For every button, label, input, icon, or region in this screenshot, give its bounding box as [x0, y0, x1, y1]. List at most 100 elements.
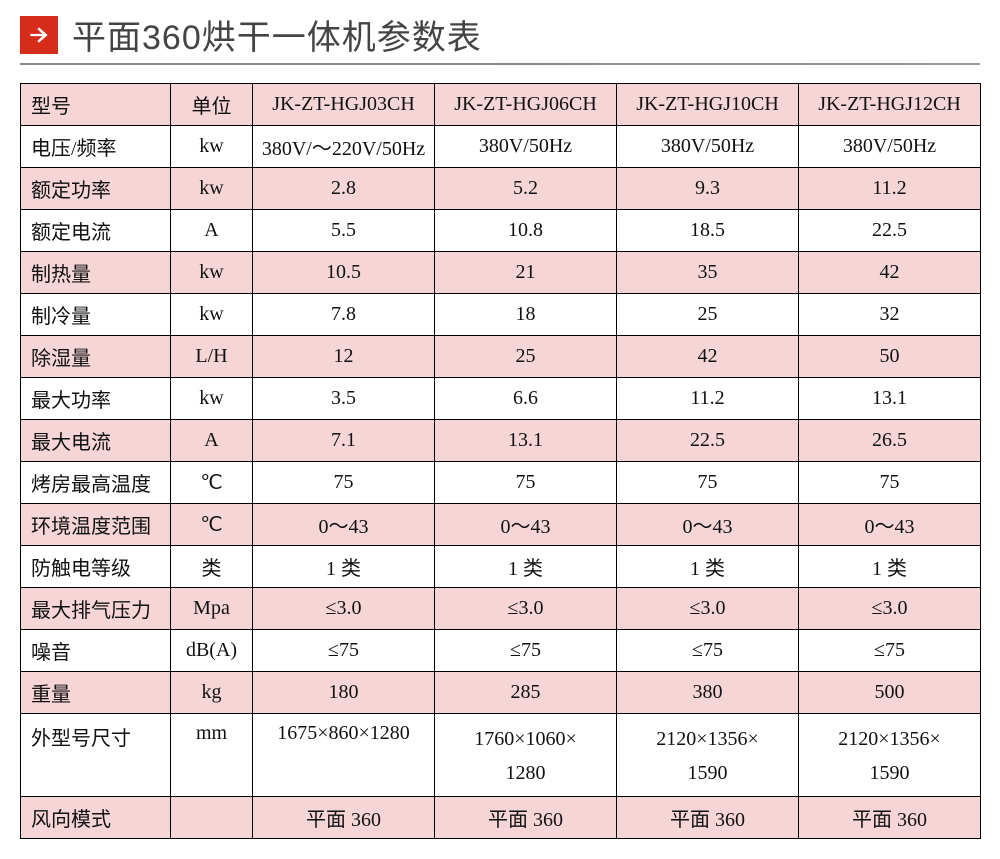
row-value: 5.2 — [435, 168, 617, 210]
row-value: 380V/～220V/50Hz — [253, 126, 435, 168]
row-unit: kw — [171, 378, 253, 420]
row-param-label: 防触电等级 — [21, 546, 171, 588]
row-value: 42 — [799, 252, 981, 294]
table-row: 防触电等级类1 类1 类1 类1 类 — [21, 546, 981, 588]
row-value: 1 类 — [435, 546, 617, 588]
row-param-label: 额定电流 — [21, 210, 171, 252]
row-value: 13.1 — [435, 420, 617, 462]
row-unit: 类 — [171, 546, 253, 588]
row-unit: A — [171, 210, 253, 252]
row-value: 180 — [253, 672, 435, 714]
header-model-3: JK-ZT-HGJ12CH — [799, 84, 981, 126]
row-value: 12 — [253, 336, 435, 378]
row-value: 7.8 — [253, 294, 435, 336]
table-row: 除湿量L/H12254250 — [21, 336, 981, 378]
row-param-label: 最大功率 — [21, 378, 171, 420]
row-param-label: 外型号尺寸 — [21, 714, 171, 797]
row-value: 5.5 — [253, 210, 435, 252]
row-unit: dB(A) — [171, 630, 253, 672]
row-value: ≤75 — [253, 630, 435, 672]
row-value: ≤75 — [799, 630, 981, 672]
row-value: 75 — [435, 462, 617, 504]
row-param-label: 噪音 — [21, 630, 171, 672]
row-value: 26.5 — [799, 420, 981, 462]
row-value: 1675×860×1280 — [253, 714, 435, 797]
row-value: 1760×1060×1280 — [435, 714, 617, 797]
row-param-label: 除湿量 — [21, 336, 171, 378]
row-value: 75 — [617, 462, 799, 504]
row-value: 7.1 — [253, 420, 435, 462]
spec-table: 型号单位JK-ZT-HGJ03CHJK-ZT-HGJ06CHJK-ZT-HGJ1… — [20, 83, 981, 839]
row-param-label: 最大电流 — [21, 420, 171, 462]
row-value: 平面 360 — [435, 797, 617, 839]
row-value: 2.8 — [253, 168, 435, 210]
table-row: 制热量kw10.5213542 — [21, 252, 981, 294]
row-value: 380V/50Hz — [617, 126, 799, 168]
row-value: 380V/50Hz — [799, 126, 981, 168]
row-value: 22.5 — [799, 210, 981, 252]
row-value: 0～43 — [253, 504, 435, 546]
row-value: 10.5 — [253, 252, 435, 294]
row-value: 21 — [435, 252, 617, 294]
row-unit: mm — [171, 714, 253, 797]
row-unit: kg — [171, 672, 253, 714]
row-value: 22.5 — [617, 420, 799, 462]
table-row: 重量kg180285380500 — [21, 672, 981, 714]
table-header-row: 型号单位JK-ZT-HGJ03CHJK-ZT-HGJ06CHJK-ZT-HGJ1… — [21, 84, 981, 126]
row-unit: ℃ — [171, 504, 253, 546]
table-row: 额定功率kw2.85.29.311.2 — [21, 168, 981, 210]
header-param-label: 型号 — [21, 84, 171, 126]
row-value: 3.5 — [253, 378, 435, 420]
row-value: 25 — [435, 336, 617, 378]
row-unit: L/H — [171, 336, 253, 378]
row-value: 2120×1356×1590 — [799, 714, 981, 797]
row-unit: kw — [171, 168, 253, 210]
row-value: 75 — [253, 462, 435, 504]
row-value: 平面 360 — [253, 797, 435, 839]
row-value: ≤3.0 — [253, 588, 435, 630]
page-title: 平面360烘干一体机参数表 — [72, 10, 482, 59]
table-row: 最大功率kw3.56.611.213.1 — [21, 378, 981, 420]
row-param-label: 风向模式 — [21, 797, 171, 839]
header-model-2: JK-ZT-HGJ10CH — [617, 84, 799, 126]
row-value: 1 类 — [799, 546, 981, 588]
row-value: 500 — [799, 672, 981, 714]
arrow-right-icon — [20, 16, 58, 54]
table-row: 电压/频率kw380V/～220V/50Hz380V/50Hz380V/50Hz… — [21, 126, 981, 168]
row-value: 1 类 — [253, 546, 435, 588]
row-value: 380V/50Hz — [435, 126, 617, 168]
row-value: 75 — [799, 462, 981, 504]
row-value: ≤3.0 — [435, 588, 617, 630]
row-value: ≤75 — [435, 630, 617, 672]
table-row: 最大排气压力Mpa≤3.0≤3.0≤3.0≤3.0 — [21, 588, 981, 630]
table-row: 风向模式平面 360平面 360平面 360平面 360 — [21, 797, 981, 839]
header-model-1: JK-ZT-HGJ06CH — [435, 84, 617, 126]
row-value: 0～43 — [435, 504, 617, 546]
row-param-label: 制冷量 — [21, 294, 171, 336]
row-value: 32 — [799, 294, 981, 336]
header-model-0: JK-ZT-HGJ03CH — [253, 84, 435, 126]
row-value: ≤75 — [617, 630, 799, 672]
row-param-label: 烤房最高温度 — [21, 462, 171, 504]
row-value: 平面 360 — [617, 797, 799, 839]
row-value: 42 — [617, 336, 799, 378]
row-value: 1 类 — [617, 546, 799, 588]
row-value: 0～43 — [617, 504, 799, 546]
header-unit-label: 单位 — [171, 84, 253, 126]
row-param-label: 制热量 — [21, 252, 171, 294]
table-row: 额定电流A5.510.818.522.5 — [21, 210, 981, 252]
row-value: 285 — [435, 672, 617, 714]
row-unit: Mpa — [171, 588, 253, 630]
row-value: 18.5 — [617, 210, 799, 252]
row-value: 25 — [617, 294, 799, 336]
table-row: 最大电流A7.113.122.526.5 — [21, 420, 981, 462]
row-value: 50 — [799, 336, 981, 378]
row-value: 11.2 — [617, 378, 799, 420]
row-value: ≤3.0 — [617, 588, 799, 630]
row-value: 13.1 — [799, 378, 981, 420]
row-param-label: 电压/频率 — [21, 126, 171, 168]
table-row: 制冷量kw7.8182532 — [21, 294, 981, 336]
row-unit: kw — [171, 126, 253, 168]
table-row: 噪音dB(A)≤75≤75≤75≤75 — [21, 630, 981, 672]
table-row: 烤房最高温度℃75757575 — [21, 462, 981, 504]
